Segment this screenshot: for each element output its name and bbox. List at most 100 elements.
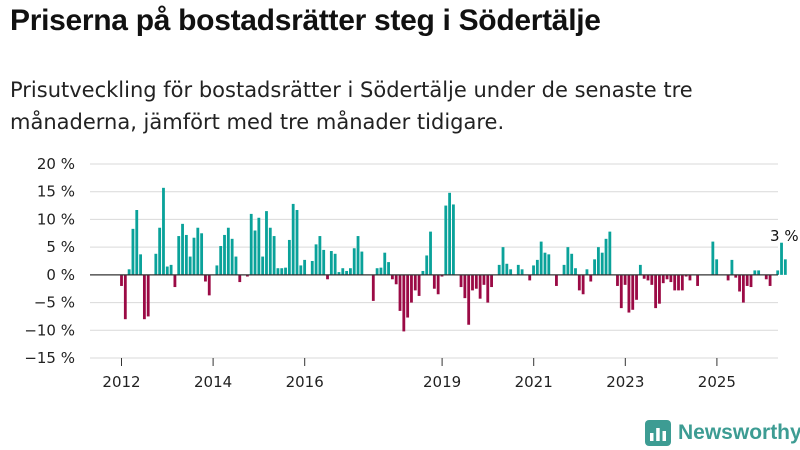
bar <box>188 256 192 275</box>
bar <box>238 274 242 283</box>
bar <box>684 274 688 277</box>
bar <box>261 256 265 275</box>
brand-name: Newsworthy <box>678 421 800 444</box>
bar <box>253 230 257 275</box>
bar <box>509 269 513 275</box>
bar <box>177 236 181 275</box>
bar <box>749 274 753 288</box>
bar <box>169 264 173 275</box>
bar <box>497 264 501 275</box>
bar <box>291 203 295 275</box>
bars <box>120 187 787 332</box>
bar <box>276 268 280 275</box>
bar <box>158 227 162 275</box>
bar <box>734 274 738 278</box>
bar <box>490 274 493 288</box>
bar <box>482 274 486 285</box>
bar <box>337 272 341 275</box>
grid-lines <box>90 163 778 359</box>
bar <box>574 268 577 275</box>
bar <box>398 274 402 311</box>
bar <box>410 274 413 303</box>
bar <box>417 274 421 296</box>
bar <box>501 247 505 275</box>
bar <box>581 274 585 295</box>
bar <box>272 236 276 275</box>
bar <box>349 268 352 275</box>
bar <box>726 274 730 281</box>
x-axis: 2012 2014 2016 2019 2021 2023 2025 <box>102 358 736 391</box>
newsworthy-logo[interactable]: Newsworthy <box>645 418 800 448</box>
bar <box>402 274 406 332</box>
bar <box>394 274 398 285</box>
bar <box>436 274 440 295</box>
bar <box>421 270 425 275</box>
bar <box>390 274 394 280</box>
bar <box>379 267 383 275</box>
bar <box>543 252 547 275</box>
bar <box>680 274 684 291</box>
x-tick-label: 2021 <box>515 373 553 391</box>
bar <box>120 274 123 286</box>
bar <box>757 270 761 275</box>
bar <box>207 274 211 296</box>
chart-subtitle: Prisutveckling för bostadsrätter i Söder… <box>10 78 693 134</box>
bar <box>333 253 337 275</box>
bar <box>696 274 699 286</box>
bar <box>547 254 551 275</box>
y-tick-label: −5 % <box>34 294 75 312</box>
bar <box>139 254 142 275</box>
bar <box>413 274 417 291</box>
bar <box>448 192 452 275</box>
bar <box>284 267 287 275</box>
bar <box>181 223 184 275</box>
bar <box>608 231 612 275</box>
chart-title: Priserna på bostadsrätter steg i Södertä… <box>10 4 601 37</box>
value-annotation: 3 % <box>770 227 799 245</box>
bar <box>463 274 467 299</box>
bar <box>711 241 715 275</box>
bar <box>226 227 230 275</box>
bar <box>192 237 196 275</box>
bar <box>688 274 692 281</box>
bar <box>673 274 677 291</box>
bar <box>532 265 535 275</box>
bar <box>123 274 127 320</box>
bar <box>184 234 188 275</box>
bar <box>425 255 429 275</box>
bar <box>322 249 326 275</box>
bar <box>314 244 318 275</box>
bar <box>745 274 749 286</box>
bar <box>162 187 165 275</box>
bar <box>459 274 463 288</box>
y-axis-labels: −15 % −10 % −5 % 0 % 5 % 10 % 15 % 20 % <box>24 155 75 367</box>
x-tick-label: 2014 <box>194 373 232 391</box>
bar <box>764 274 768 280</box>
bar <box>471 274 474 291</box>
bar <box>505 263 509 275</box>
y-tick-label: 20 % <box>37 155 75 173</box>
bar <box>356 236 360 275</box>
x-tick-label: 2019 <box>423 373 461 391</box>
y-tick-label: −10 % <box>24 321 75 339</box>
x-tick-label: 2023 <box>606 373 644 391</box>
bar <box>658 274 661 304</box>
bar <box>474 274 478 289</box>
bar <box>593 259 596 275</box>
bar <box>619 274 623 309</box>
bar <box>486 274 490 303</box>
bar <box>650 274 654 285</box>
bar <box>165 266 169 275</box>
bar <box>341 268 345 275</box>
bar <box>406 274 410 318</box>
bar <box>196 227 200 275</box>
bar <box>478 274 482 299</box>
bar <box>310 261 314 275</box>
bar <box>555 274 558 286</box>
bar <box>375 268 379 275</box>
bar <box>326 274 329 280</box>
bar <box>738 274 741 292</box>
bar <box>604 238 608 275</box>
bar <box>627 274 631 313</box>
